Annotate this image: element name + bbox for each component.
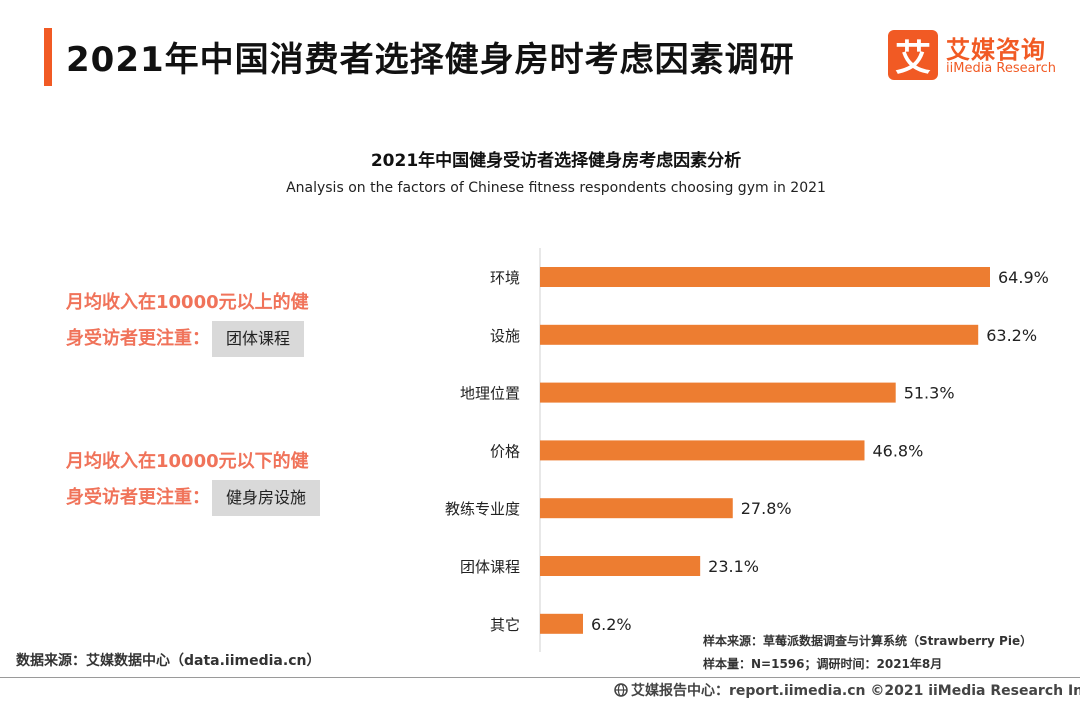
category-label: 设施 [490, 327, 520, 345]
chart-title: 2021年中国健身受访者选择健身房考虑因素分析 [370, 151, 742, 171]
sample-source: 样本来源：草莓派数据调查与计算系统（Strawberry Pie） [703, 634, 1033, 648]
bar [540, 498, 733, 519]
value-label: 63.2% [986, 326, 1037, 345]
category-label: 其它 [490, 616, 520, 634]
note-high-income: 月均收入在10000元以上的健 身受访者更注重： 团体课程 [66, 285, 309, 357]
globe-icon [614, 683, 628, 697]
footer-divider [0, 677, 1080, 678]
category-label: 地理位置 [460, 385, 520, 403]
title-accent-bar [44, 28, 52, 86]
bar [540, 267, 990, 287]
note-low-income-line1: 月均收入在10000元以下的健 [66, 451, 309, 472]
logo-english-name: iiMedia Research [946, 61, 1057, 76]
bar [540, 440, 865, 461]
data-source: 数据来源：艾媒数据中心（data.iimedia.cn） [16, 653, 321, 669]
value-label: 27.8% [741, 499, 792, 518]
footer: 艾媒报告中心：report.iimedia.cn ©2021 iiMedia R… [614, 680, 1080, 700]
value-label: 51.3% [904, 384, 955, 403]
category-label: 环境 [490, 269, 520, 287]
value-label: 64.9% [998, 268, 1049, 287]
note-high-income-line2: 身受访者更注重： 团体课程 [66, 321, 309, 357]
note-low-income-tag: 健身房设施 [212, 480, 321, 516]
page-title: 2021年中国消费者选择健身房时考虑因素调研 [66, 40, 795, 80]
category-label: 教练专业度 [445, 500, 520, 518]
value-label: 6.2% [591, 615, 632, 634]
note-low-income-line2: 身受访者更注重： 健身房设施 [66, 480, 321, 516]
category-label: 团体课程 [460, 558, 520, 576]
note-low-income-prefix: 身受访者更注重： [66, 487, 210, 508]
note-high-income-line1: 月均收入在10000元以上的健 [66, 292, 309, 313]
note-high-income-tag: 团体课程 [212, 321, 305, 357]
note-low-income: 月均收入在10000元以下的健 身受访者更注重： 健身房设施 [66, 444, 321, 516]
bar [540, 324, 979, 345]
logo-chinese-name: 艾媒咨询 [946, 36, 1046, 64]
sample-size: 样本量：N=1596；调研时间：2021年8月 [703, 657, 943, 671]
bar [540, 382, 896, 403]
chart-subtitle: Analysis on the factors of Chinese fitne… [286, 180, 826, 196]
bar [540, 613, 583, 634]
value-label: 46.8% [872, 441, 923, 460]
note-high-income-prefix: 身受访者更注重： [66, 328, 210, 349]
iimedia-logo: 艾 艾媒咨询 iiMedia Research [888, 30, 1063, 82]
logo-mark: 艾 [888, 30, 938, 80]
value-label: 23.1% [708, 557, 759, 576]
category-label: 价格 [490, 442, 520, 460]
bar [540, 556, 701, 576]
footer-text: 艾媒报告中心：report.iimedia.cn ©2021 iiMedia R… [631, 683, 1080, 699]
